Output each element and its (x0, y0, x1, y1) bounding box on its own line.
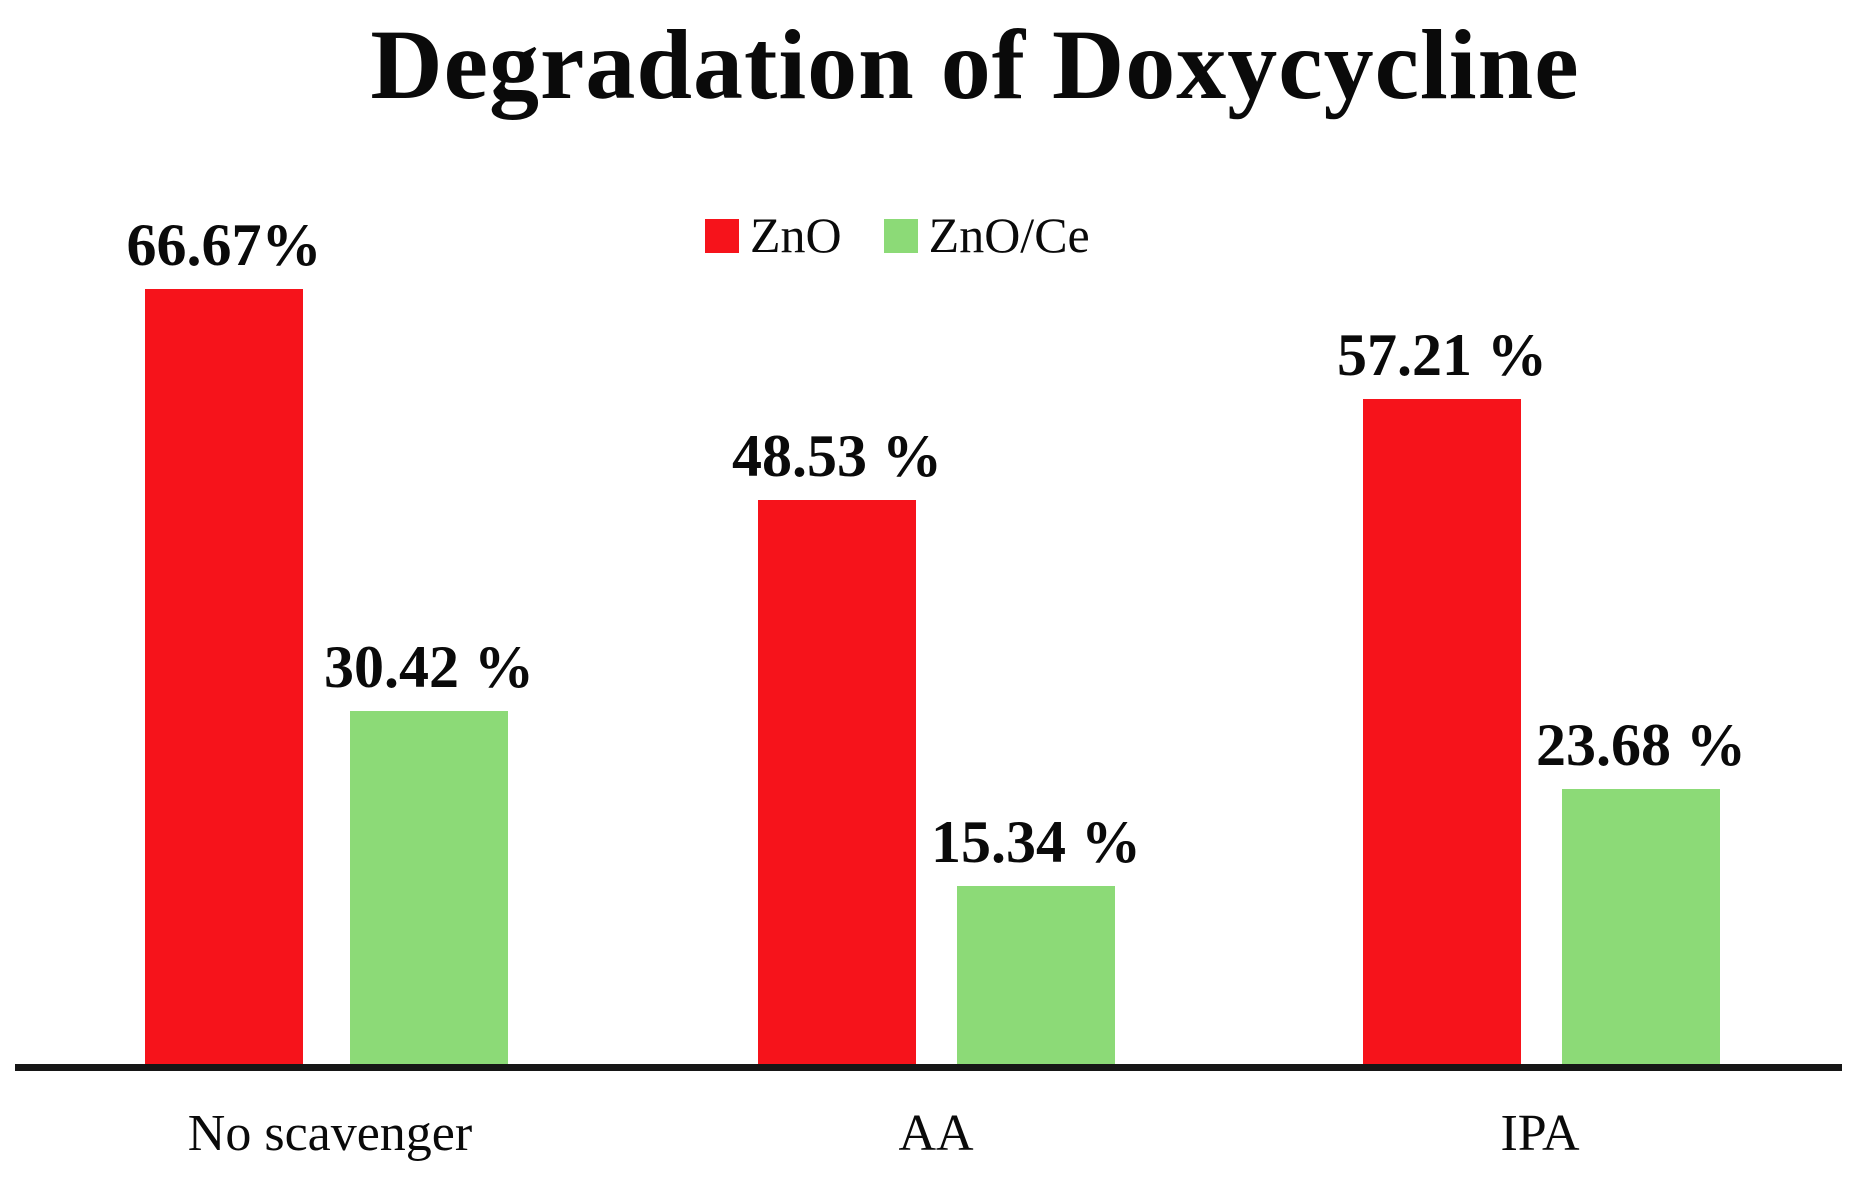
bar-zno-ce-aa (957, 886, 1115, 1064)
legend: ZnO ZnO/Ce (705, 208, 1090, 263)
bar-zno-ipa (1363, 399, 1521, 1064)
value-label-zno-no-scavenger: 66.67% (126, 212, 322, 278)
legend-label-zno: ZnO (750, 207, 842, 263)
x-axis-line (15, 1064, 1842, 1071)
value-label-zno-ipa: 57.21 % (1337, 322, 1547, 388)
value-label-zno-ce-ipa: 23.68 % (1536, 712, 1746, 778)
legend-swatch-zno-icon (705, 218, 739, 253)
chart-title: Degradation of Doxycycline (370, 9, 1580, 120)
bar-zno-ce-ipa (1562, 789, 1720, 1064)
legend-item-zno: ZnO (705, 208, 842, 263)
legend-item-zno-ce: ZnO/Ce (883, 207, 1090, 263)
legend-label-zno-ce: ZnO/Ce (928, 207, 1090, 263)
category-label-ipa: IPA (1500, 1105, 1580, 1162)
bar-zno-no-scavenger (145, 289, 303, 1064)
bar-zno-ce-no-scavenger (350, 711, 508, 1064)
value-label-zno-ce-aa: 15.34 % (931, 809, 1141, 875)
value-label-zno-ce-no-scavenger: 30.42 % (324, 634, 534, 700)
value-label-zno-aa: 48.53 % (732, 423, 942, 489)
category-label-aa: AA (898, 1105, 974, 1162)
bar-zno-aa (758, 500, 916, 1064)
category-label-no-scavenger: No scavenger (187, 1105, 473, 1162)
legend-swatch-zno-ce-icon (883, 218, 918, 253)
